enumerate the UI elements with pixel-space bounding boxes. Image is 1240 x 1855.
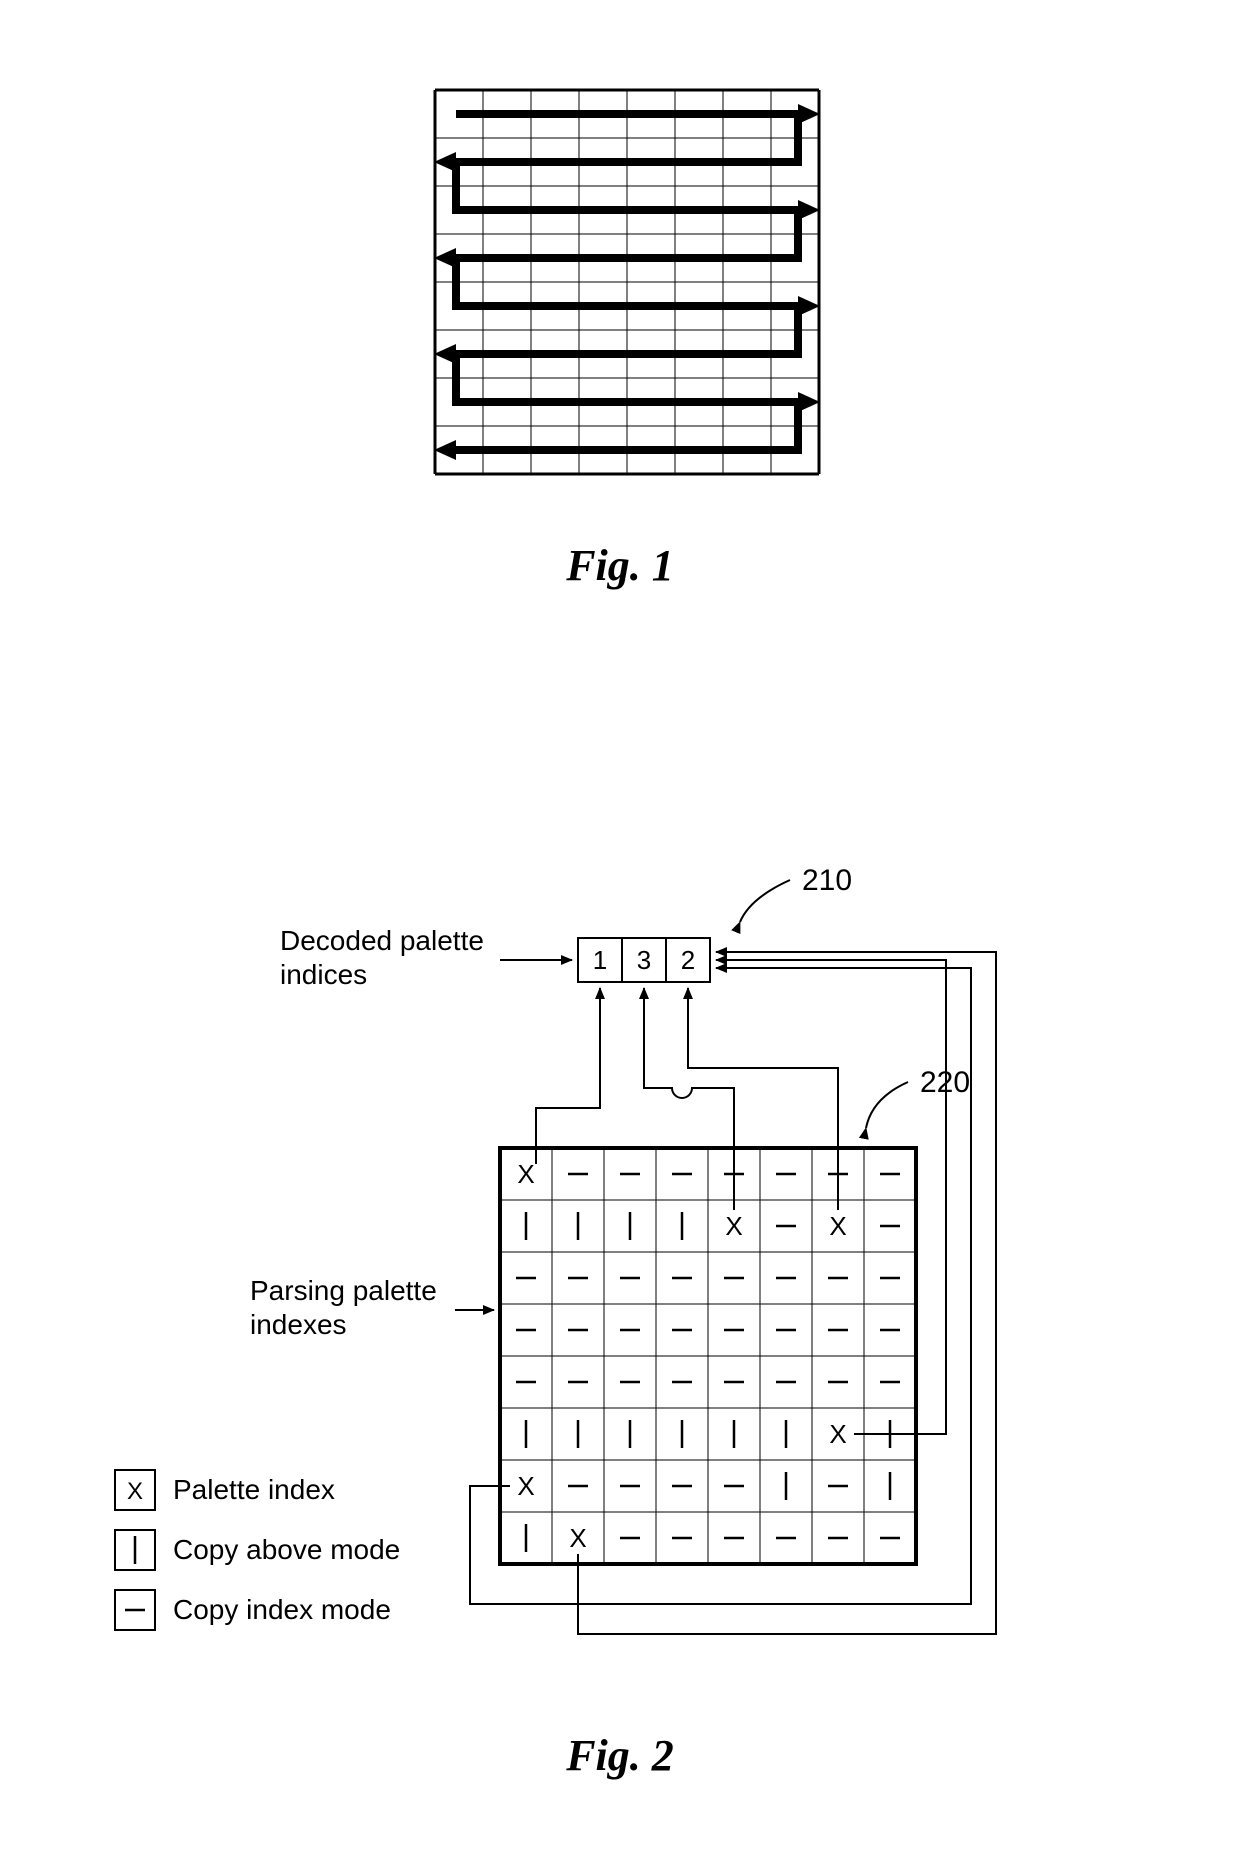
arrowhead-right-icon [798, 392, 820, 412]
decoded-index-value: 1 [593, 945, 607, 975]
legend-item-label: Copy above mode [173, 1534, 400, 1565]
arrowhead-right-icon [798, 104, 820, 124]
palette-index-icon: X [517, 1159, 534, 1189]
connector-right-2 [470, 968, 971, 1604]
arrowhead-left-icon [434, 248, 456, 268]
decoded-index-value: 2 [681, 945, 695, 975]
callout-arrow-210 [740, 880, 790, 922]
connector-x-to-1 [536, 988, 600, 1164]
decoded-index-value: 3 [637, 945, 651, 975]
connector-right-1 [716, 960, 946, 1434]
parsing-indexes-label: Parsing paletteindexes [250, 1275, 437, 1340]
figure-2: 132210Decoded paletteindicesXXXXXX220Par… [115, 864, 996, 1634]
figure-2-label: Fig. 2 [565, 1731, 674, 1780]
legend-item-label: Copy index mode [173, 1594, 391, 1625]
palette-index-icon: X [829, 1419, 846, 1449]
decoded-indices-label: Decoded paletteindices [280, 925, 484, 990]
callout-arrow-220 [866, 1082, 908, 1128]
arrowhead-right-icon [798, 296, 820, 316]
arrowhead-left-icon [434, 152, 456, 172]
arrowhead-left-icon [434, 440, 456, 460]
figure-1-label: Fig. 1 [565, 541, 674, 590]
palette-index-icon: X [569, 1523, 586, 1553]
legend: X Palette index Copy above mode Copy index … [115, 1470, 400, 1630]
arrowhead-right-icon [798, 200, 820, 220]
palette-index-icon: X [517, 1471, 534, 1501]
legend-item-label: Palette index [173, 1474, 335, 1505]
connector-x-to-2 [688, 988, 838, 1210]
palette-index-icon: X [127, 1478, 143, 1505]
figure-1 [434, 90, 820, 474]
connector-right-3 [578, 952, 996, 1634]
arrowhead-left-icon [434, 344, 456, 364]
palette-index-icon: X [829, 1211, 846, 1241]
parsing-grid: X X X X X X [500, 1148, 916, 1564]
figure-canvas: Fig. 1 132210Decoded paletteindicesXXXXX… [0, 0, 1240, 1855]
ref-210-label: 210 [802, 864, 852, 897]
palette-index-icon: X [725, 1211, 742, 1241]
decoded-indices-box: 132 [578, 938, 710, 982]
